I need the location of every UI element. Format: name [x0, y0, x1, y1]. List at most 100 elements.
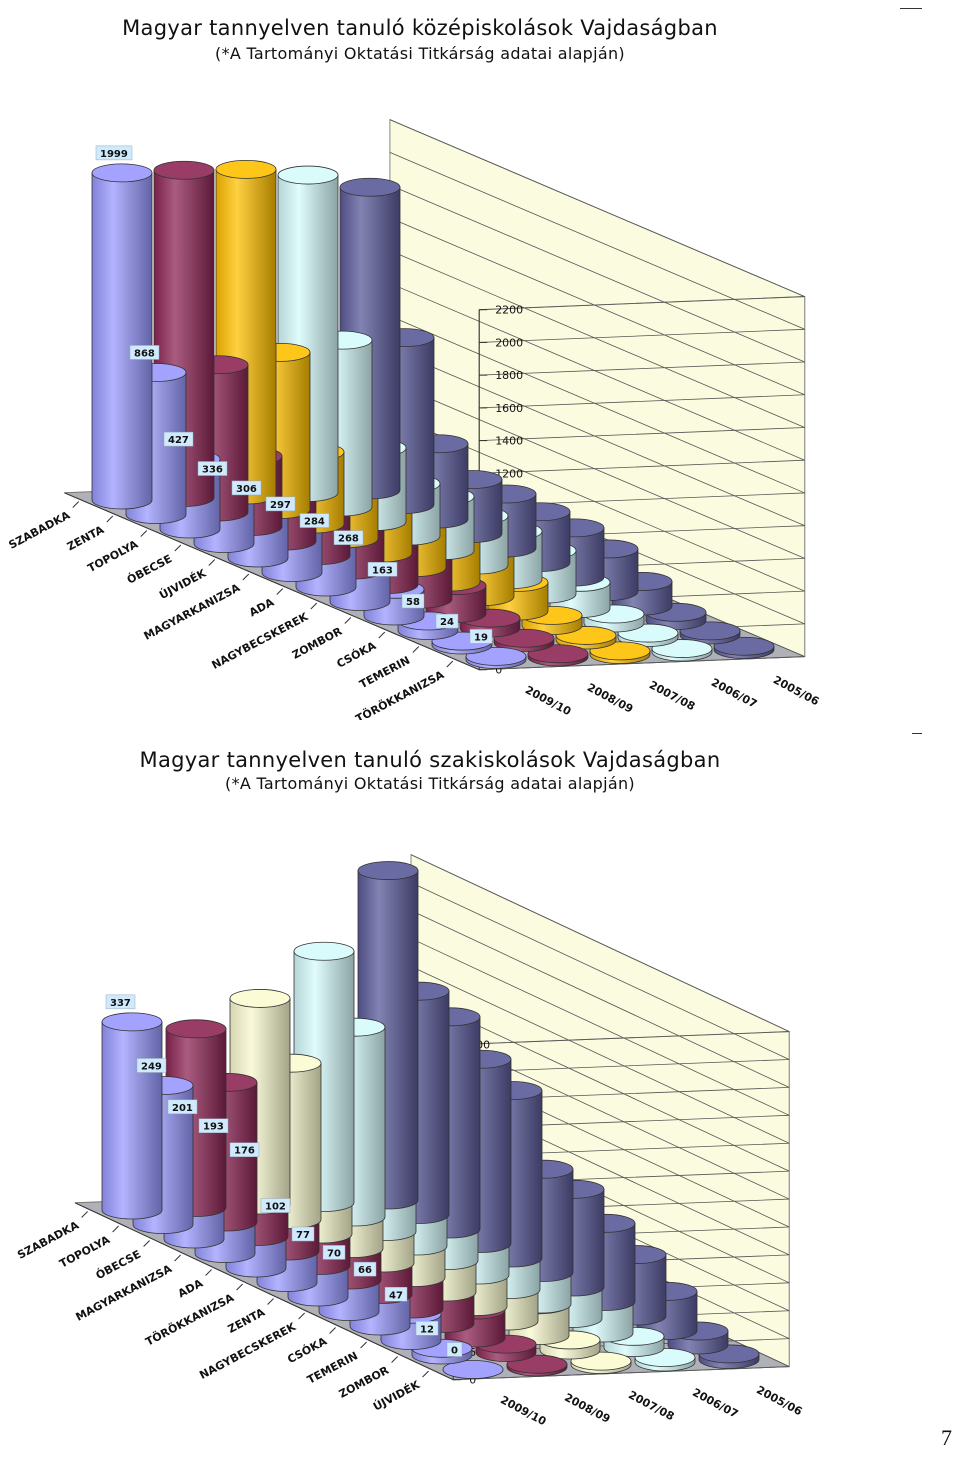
chart-1-plot: 0200400600800100012001400160018002000220… [7, 118, 822, 720]
category-tick [81, 1211, 88, 1218]
corner-mark-middle [912, 733, 922, 734]
chart-2-plot: 0501001502002503003504004505005506003372… [15, 853, 805, 1428]
chart-1-subtitle: (*A Tartományi Oktatási Titkárság adatai… [215, 44, 625, 63]
data-label-box [105, 994, 136, 1010]
y-tick-label: 1400 [495, 435, 523, 448]
gridline [410, 882, 790, 1074]
y-tick-label: 2200 [495, 304, 523, 317]
data-label: 1999 [100, 149, 128, 160]
category-tick [412, 646, 420, 653]
data-label-box [291, 1226, 315, 1242]
series-label: 2007/08 [647, 678, 697, 713]
bar-újvidék-2005-06 [698, 1344, 760, 1369]
category-label: SZABADKA [7, 508, 73, 551]
category-tick [106, 515, 114, 523]
category-tick [422, 1370, 429, 1378]
gridline [389, 217, 805, 409]
bar-újvidék-2009-10 [442, 1360, 504, 1379]
chart-vocational-schools: Magyar tannyelven tanuló szakiskolások V… [0, 730, 960, 1430]
category-tick [205, 1269, 212, 1276]
chart-2-bars [101, 861, 760, 1379]
series-label: 2005/06 [771, 673, 822, 708]
series-label: 2005/06 [754, 1383, 805, 1418]
data-label-box [197, 461, 228, 476]
gridline [410, 938, 790, 1129]
category-tick [236, 1283, 243, 1291]
data-label: 201 [172, 1103, 193, 1114]
chart-1-data-labels: 1999 868 427 336 306 297 284 268 163 58 24 19 [95, 145, 493, 644]
data-label: 337 [110, 998, 131, 1009]
gridline [389, 282, 805, 474]
category-label: ÚJVIDÉK [371, 1378, 422, 1414]
cylinder-top [165, 1019, 227, 1039]
y-tick-label: 2000 [495, 336, 523, 349]
data-label-box [353, 1261, 377, 1277]
series-label: 2006/07 [690, 1386, 740, 1421]
category-tick [208, 559, 216, 566]
gridline [410, 965, 790, 1157]
category-label: NAGYBECSKEREK [210, 610, 311, 672]
gridline [410, 910, 790, 1101]
cylinder-top [442, 1360, 504, 1379]
series-label: 2009/10 [498, 1393, 549, 1428]
bar-törökkanizsa-2009-10 [465, 646, 527, 669]
data-label: 0 [451, 1346, 458, 1357]
gridline [389, 250, 805, 442]
data-label-box [167, 1099, 198, 1115]
series-label: 2006/07 [709, 676, 759, 711]
data-label: 24 [440, 617, 454, 628]
category-tick [298, 1312, 305, 1320]
y-tick-label: 1600 [495, 402, 523, 415]
chart-1-series-labels: 2009/10 2008/09 2007/08 2006/07 2005/06 [523, 673, 822, 718]
chart-2-title: Magyar tannyelven tanuló szakiskolások V… [139, 748, 721, 772]
data-label: 19 [474, 632, 488, 643]
data-label: 77 [296, 1230, 310, 1241]
category-label: ÓBECSE [94, 1248, 143, 1282]
data-label: 306 [236, 484, 257, 495]
series-label: 2009/10 [523, 683, 574, 718]
chart-2-series-labels: 2009/10 2008/09 2007/08 2006/07 2005/06 [498, 1383, 805, 1428]
category-label: ADA [247, 595, 277, 619]
data-label: 66 [358, 1265, 372, 1276]
cylinder-top [153, 160, 215, 180]
data-label: 47 [389, 1290, 403, 1301]
data-label-box [367, 562, 398, 577]
category-tick [310, 602, 318, 610]
data-label: 193 [203, 1122, 224, 1133]
category-tick [143, 1240, 150, 1247]
chart-1-title: Magyar tannyelven tanuló középiskolások … [122, 16, 718, 40]
data-label-box [299, 513, 330, 528]
category-label: MAGYARKANIZSA [74, 1262, 175, 1324]
data-label-box [384, 1287, 408, 1302]
gridline [389, 152, 805, 343]
data-label-box [435, 613, 459, 629]
category-label: TOPOLYA [86, 537, 141, 575]
category-axis [64, 492, 480, 671]
data-label: 176 [234, 1146, 255, 1157]
y-tick-label: 0 [495, 664, 502, 677]
cylinder-body [91, 172, 153, 510]
category-tick [72, 501, 80, 508]
category-tick [391, 1356, 398, 1363]
gridline [389, 315, 805, 507]
data-label-box [129, 345, 160, 360]
cylinder-body [101, 1021, 163, 1220]
category-label: NAGYBECSKEREK [197, 1320, 298, 1382]
y-tick-label: 0 [469, 1374, 476, 1387]
data-label: 427 [168, 435, 189, 446]
bar-szabadka-2009-10 [101, 1012, 163, 1220]
category-tick [242, 573, 250, 581]
category-tick [140, 530, 148, 537]
category-tick [446, 660, 454, 668]
data-label-box [95, 145, 133, 161]
data-label-box [415, 1321, 439, 1336]
data-label-box [401, 593, 425, 609]
series-label: 2008/09 [585, 681, 635, 716]
category-label: ZOMBOR [290, 624, 345, 661]
gridline [389, 184, 805, 376]
cylinder-top [277, 165, 339, 185]
data-label-box [229, 1142, 260, 1157]
data-label-box [469, 629, 493, 644]
data-label-box [333, 530, 364, 545]
cylinder-top [101, 1012, 163, 1032]
